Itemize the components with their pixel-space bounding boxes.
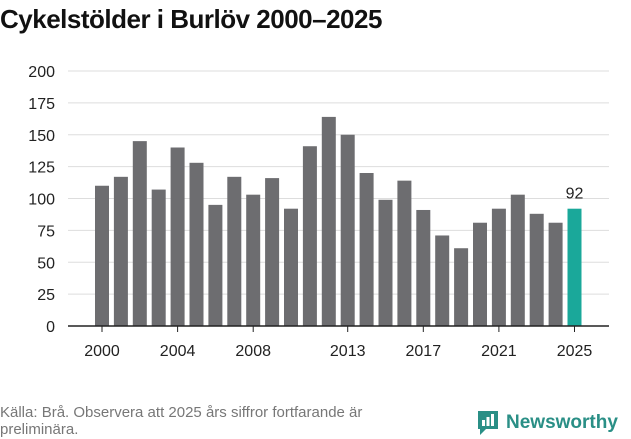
bars (95, 116, 582, 327)
bar-2006 (208, 204, 223, 326)
bar-2010 (284, 208, 298, 326)
bar-2009 (265, 178, 280, 326)
bar-2008 (246, 194, 261, 326)
bar-2005 (189, 162, 204, 326)
bar-2014 (359, 173, 374, 326)
x-axis (68, 325, 609, 332)
y-tick-label-200: 200 (28, 64, 55, 81)
bar-2002 (132, 141, 147, 326)
x-tick-label-2017: 2017 (406, 343, 442, 360)
bar-2016 (397, 180, 412, 326)
bar-2024 (548, 222, 563, 326)
bar-2000 (95, 185, 109, 326)
bar-2015 (378, 199, 393, 326)
bar-2017 (416, 209, 431, 326)
y-tick-label-0: 0 (46, 319, 55, 336)
grid-lines (68, 70, 609, 295)
bar-2018 (435, 235, 450, 326)
x-axis-tick-labels: 2000 2004 2008 2013 2017 2021 2025 (84, 343, 592, 360)
bar-2007 (227, 176, 242, 326)
x-tick-label-2008: 2008 (235, 343, 271, 360)
source-note: Källa: Brå. Observera att 2025 års siffr… (0, 404, 363, 438)
y-tick-label-125: 125 (28, 160, 55, 177)
bar-2020 (473, 222, 487, 326)
data-labels: 92 (566, 186, 584, 203)
y-tick-label-175: 175 (28, 96, 55, 113)
newsworthy-logo[interactable]: Newsworthy (476, 408, 618, 438)
x-tick-label-2021: 2021 (481, 343, 517, 360)
x-tick-label-2000: 2000 (84, 343, 120, 360)
bar-2023 (529, 213, 544, 326)
y-axis-tick-labels: 0 25 50 75 100 125 150 175 200 (28, 64, 55, 336)
x-tick-label-2004: 2004 (160, 343, 196, 360)
bar-2019 (454, 248, 469, 326)
chart-title: Cykelstölder i Burlöv 2000–2025 (0, 4, 382, 34)
bar-2004 (170, 147, 185, 326)
bar-2011 (302, 146, 317, 326)
x-tick-label-2025: 2025 (557, 343, 593, 360)
bar-2025 (567, 208, 582, 326)
y-tick-label-150: 150 (28, 128, 55, 145)
bar-2022 (510, 194, 525, 326)
newsworthy-logo-icon (478, 411, 498, 435)
bar-2021 (491, 208, 506, 326)
bar-2013 (340, 134, 355, 326)
data-label-2025: 92 (566, 186, 584, 203)
y-tick-label-50: 50 (37, 255, 55, 272)
newsworthy-logo-text: Newsworthy (506, 412, 618, 433)
bar-2012 (321, 116, 336, 327)
y-tick-label-25: 25 (37, 287, 55, 304)
bar-2003 (151, 189, 166, 326)
y-tick-label-100: 100 (28, 192, 55, 209)
bar-2001 (113, 176, 128, 326)
y-tick-label-75: 75 (37, 223, 55, 240)
x-tick-label-2013: 2013 (330, 343, 366, 360)
